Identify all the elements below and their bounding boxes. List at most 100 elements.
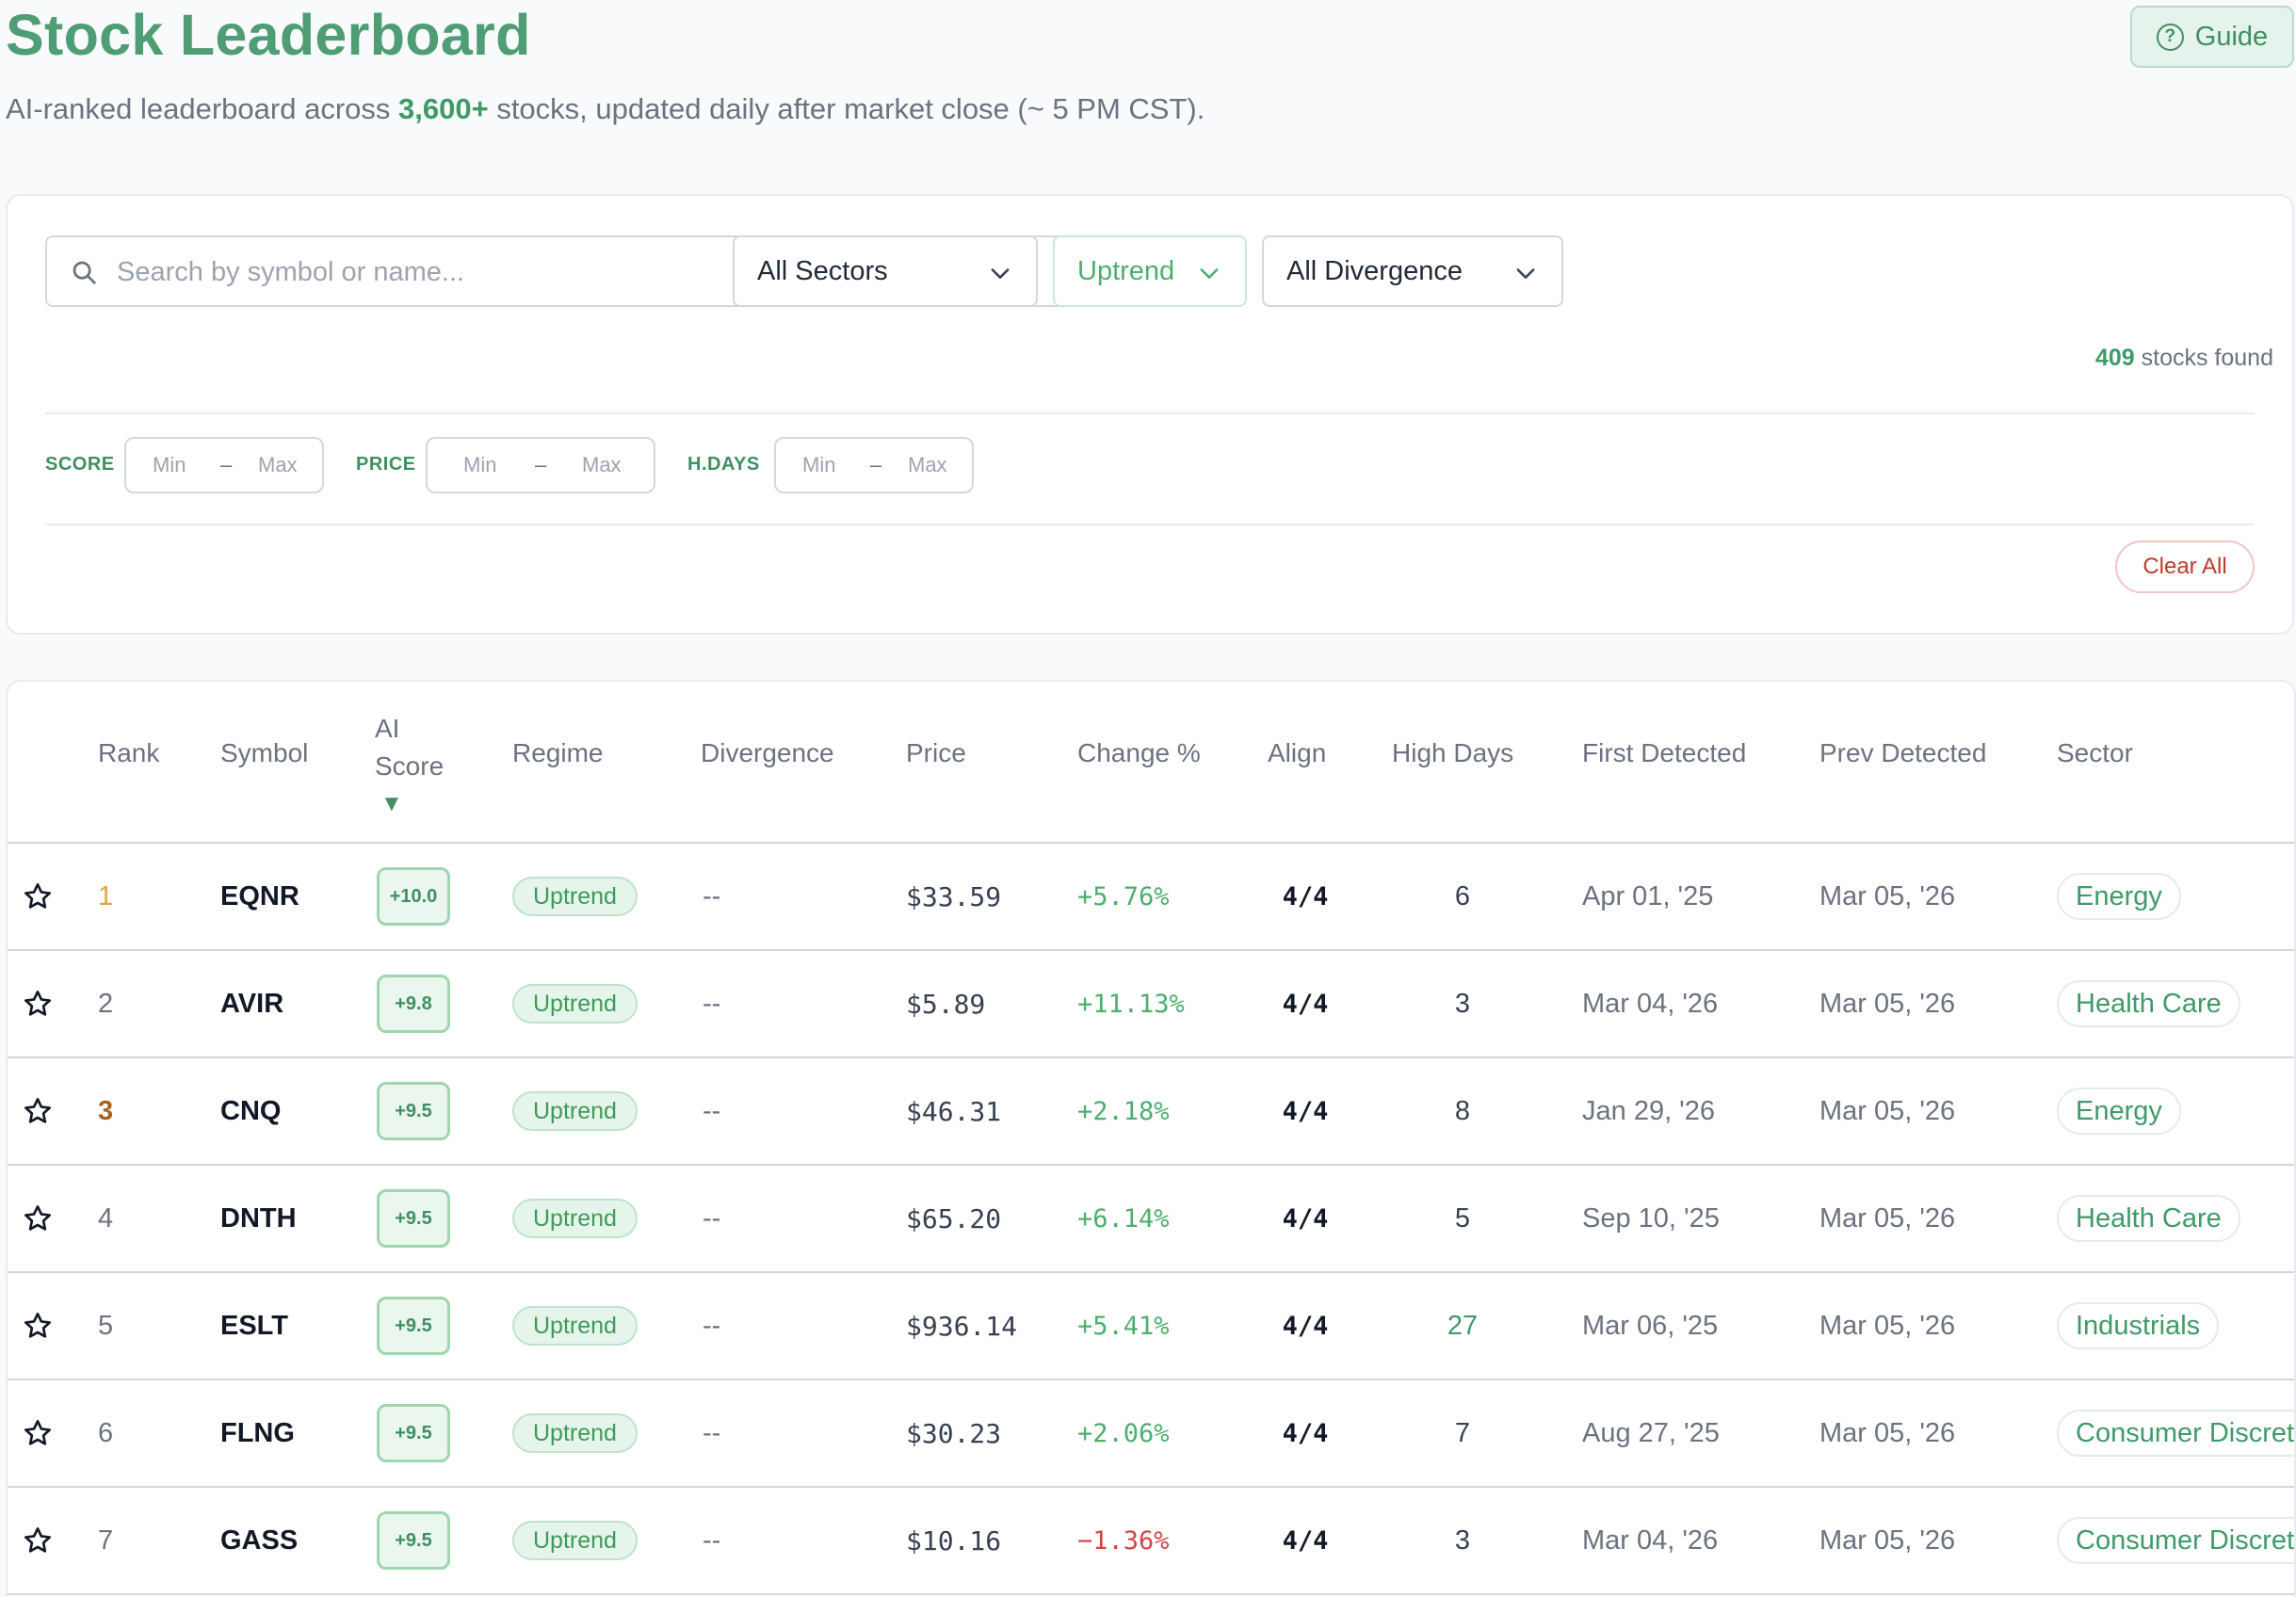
chevron-down-icon <box>1200 268 1219 279</box>
divergence-cell: -- <box>703 1417 721 1448</box>
sector-cell: Consumer Discret <box>2057 1380 2294 1486</box>
table-row[interactable]: 4 DNTH +9.5 Uptrend -- $65.20 +6.14% 4/4… <box>8 1166 2294 1273</box>
column-header-divergence[interactable]: Divergence <box>701 738 834 767</box>
guide-button[interactable]: ? Guide <box>2130 6 2294 68</box>
sort-desc-icon: ▼ <box>380 791 403 816</box>
high-days-max-input[interactable]: Max <box>908 453 947 476</box>
prev-detected-cell: Mar 05, '26 <box>1819 1095 1956 1126</box>
favorite-star-icon[interactable] <box>19 951 57 1057</box>
table-row[interactable]: 2 AVIR +9.8 Uptrend -- $5.89 +11.13% 4/4… <box>8 951 2294 1058</box>
high-days-cell: 3 <box>1454 1524 1471 1556</box>
high-days-cell: 8 <box>1454 1095 1471 1126</box>
column-header-rank[interactable]: Rank <box>98 738 160 767</box>
regime-cell: Uptrend <box>512 1380 638 1486</box>
sector-tag[interactable]: Consumer Discret <box>2057 1410 2294 1457</box>
table-row[interactable]: 7 GASS +9.5 Uptrend -- $10.16 −1.36% 4/4… <box>8 1488 2294 1595</box>
ai-score-cell: +9.5 <box>377 1058 450 1164</box>
symbol-cell[interactable]: EQNR <box>220 880 299 911</box>
price-cell: $30.23 <box>906 1417 1002 1449</box>
symbol-cell[interactable]: ESLT <box>220 1310 288 1341</box>
change-cell: +5.76% <box>1077 881 1170 911</box>
regime-select[interactable]: Uptrend <box>1053 235 1247 307</box>
favorite-star-icon[interactable] <box>19 844 57 949</box>
prev-detected-cell: Mar 05, '26 <box>1819 1310 1956 1341</box>
sector-tag[interactable]: Consumer Discret <box>2057 1517 2294 1564</box>
search-icon <box>73 261 96 284</box>
high-days-min-input[interactable]: Min <box>802 453 836 476</box>
divergence-cell: -- <box>703 1524 721 1556</box>
column-header-symbol[interactable]: Symbol <box>220 738 309 767</box>
ai-score-cell: +9.5 <box>377 1380 450 1486</box>
guide-button-label: Guide <box>2194 21 2269 52</box>
score-range-label: SCORE <box>45 454 115 475</box>
regime-cell: Uptrend <box>512 1273 638 1379</box>
column-header-change[interactable]: Change % <box>1077 738 1201 767</box>
change-cell: +2.06% <box>1077 1418 1170 1448</box>
rank-cell: 4 <box>98 1202 114 1234</box>
column-header-price[interactable]: Price <box>906 738 966 767</box>
favorite-star-icon[interactable] <box>19 1488 57 1593</box>
price-range-input[interactable]: Min – Max <box>426 437 655 493</box>
page-title: Stock Leaderboard <box>6 3 531 67</box>
symbol-cell[interactable]: CNQ <box>220 1095 282 1126</box>
score-max-input[interactable]: Max <box>258 453 298 476</box>
favorite-star-icon[interactable] <box>19 1273 57 1379</box>
ai-score-cell: +9.5 <box>377 1273 450 1379</box>
align-cell: 4/4 <box>1282 881 1329 911</box>
table-row[interactable]: 1 EQNR +10.0 Uptrend -- $33.59 +5.76% 4/… <box>8 844 2294 951</box>
score-range-input[interactable]: Min – Max <box>124 437 324 493</box>
table-row[interactable]: 6 FLNG +9.5 Uptrend -- $30.23 +2.06% 4/4… <box>8 1380 2294 1488</box>
favorite-star-icon[interactable] <box>19 1380 57 1486</box>
high-days-range-label: H.DAYS <box>687 454 760 475</box>
sector-tag[interactable]: Energy <box>2057 1088 2181 1135</box>
symbol-cell[interactable]: GASS <box>220 1524 299 1556</box>
range-separator: – <box>220 453 233 476</box>
sector-select[interactable]: All Sectors <box>733 235 1038 307</box>
column-header-prev-detected[interactable]: Prev Detected <box>1819 738 1987 767</box>
price-cell: $936.14 <box>906 1310 1018 1342</box>
favorite-star-icon[interactable] <box>19 1058 57 1164</box>
subtitle-text-pre: AI-ranked leaderboard across <box>6 92 399 125</box>
price-cell: $46.31 <box>906 1095 1002 1127</box>
column-header-regime[interactable]: Regime <box>512 738 604 767</box>
rank-cell: 5 <box>98 1310 114 1341</box>
first-detected-cell: Sep 10, '25 <box>1582 1202 1720 1234</box>
table-row[interactable]: 3 CNQ +9.5 Uptrend -- $46.31 +2.18% 4/4 … <box>8 1058 2294 1166</box>
regime-badge: Uptrend <box>512 877 638 916</box>
sector-tag[interactable]: Energy <box>2057 873 2181 920</box>
score-min-input[interactable]: Min <box>153 453 186 476</box>
sector-tag[interactable]: Industrials <box>2057 1302 2220 1349</box>
chevron-down-icon <box>991 268 1010 279</box>
price-min-input[interactable]: Min <box>463 453 497 476</box>
first-detected-cell: Jan 29, '26 <box>1582 1095 1715 1126</box>
symbol-cell[interactable]: DNTH <box>220 1202 297 1234</box>
symbol-cell[interactable]: FLNG <box>220 1417 295 1448</box>
column-header-first-detected[interactable]: First Detected <box>1582 738 1747 767</box>
prev-detected-cell: Mar 05, '26 <box>1819 1524 1956 1556</box>
ai-score-badge: +10.0 <box>377 867 450 926</box>
price-cell: $33.59 <box>906 880 1002 912</box>
regime-badge: Uptrend <box>512 1413 638 1453</box>
chevron-down-icon <box>1516 268 1535 279</box>
column-header-ai-score[interactable]: AI Score ▼ <box>375 710 444 823</box>
prev-detected-cell: Mar 05, '26 <box>1819 1417 1956 1448</box>
column-header-sector[interactable]: Sector <box>2057 738 2133 767</box>
results-count-number: 409 <box>2094 345 2135 371</box>
clear-all-button[interactable]: Clear All <box>2115 540 2255 593</box>
divider <box>45 412 2255 414</box>
ai-score-badge: +9.5 <box>377 1189 450 1248</box>
column-header-align[interactable]: Align <box>1268 738 1327 767</box>
symbol-cell[interactable]: AVIR <box>220 988 284 1019</box>
rank-cell: 3 <box>98 1095 114 1126</box>
results-count: 409 stocks found <box>2095 345 2273 372</box>
sector-tag[interactable]: Health Care <box>2057 1195 2240 1242</box>
divergence-select[interactable]: All Divergence <box>1262 235 1563 307</box>
favorite-star-icon[interactable] <box>19 1166 57 1271</box>
price-max-input[interactable]: Max <box>582 453 622 476</box>
high-days-range-input[interactable]: Min – Max <box>774 437 974 493</box>
sector-tag[interactable]: Health Care <box>2057 980 2240 1027</box>
first-detected-cell: Mar 04, '26 <box>1582 1524 1719 1556</box>
first-detected-cell: Mar 04, '26 <box>1582 988 1719 1019</box>
table-row[interactable]: 5 ESLT +9.5 Uptrend -- $936.14 +5.41% 4/… <box>8 1273 2294 1380</box>
column-header-high-days[interactable]: High Days <box>1392 738 1514 767</box>
